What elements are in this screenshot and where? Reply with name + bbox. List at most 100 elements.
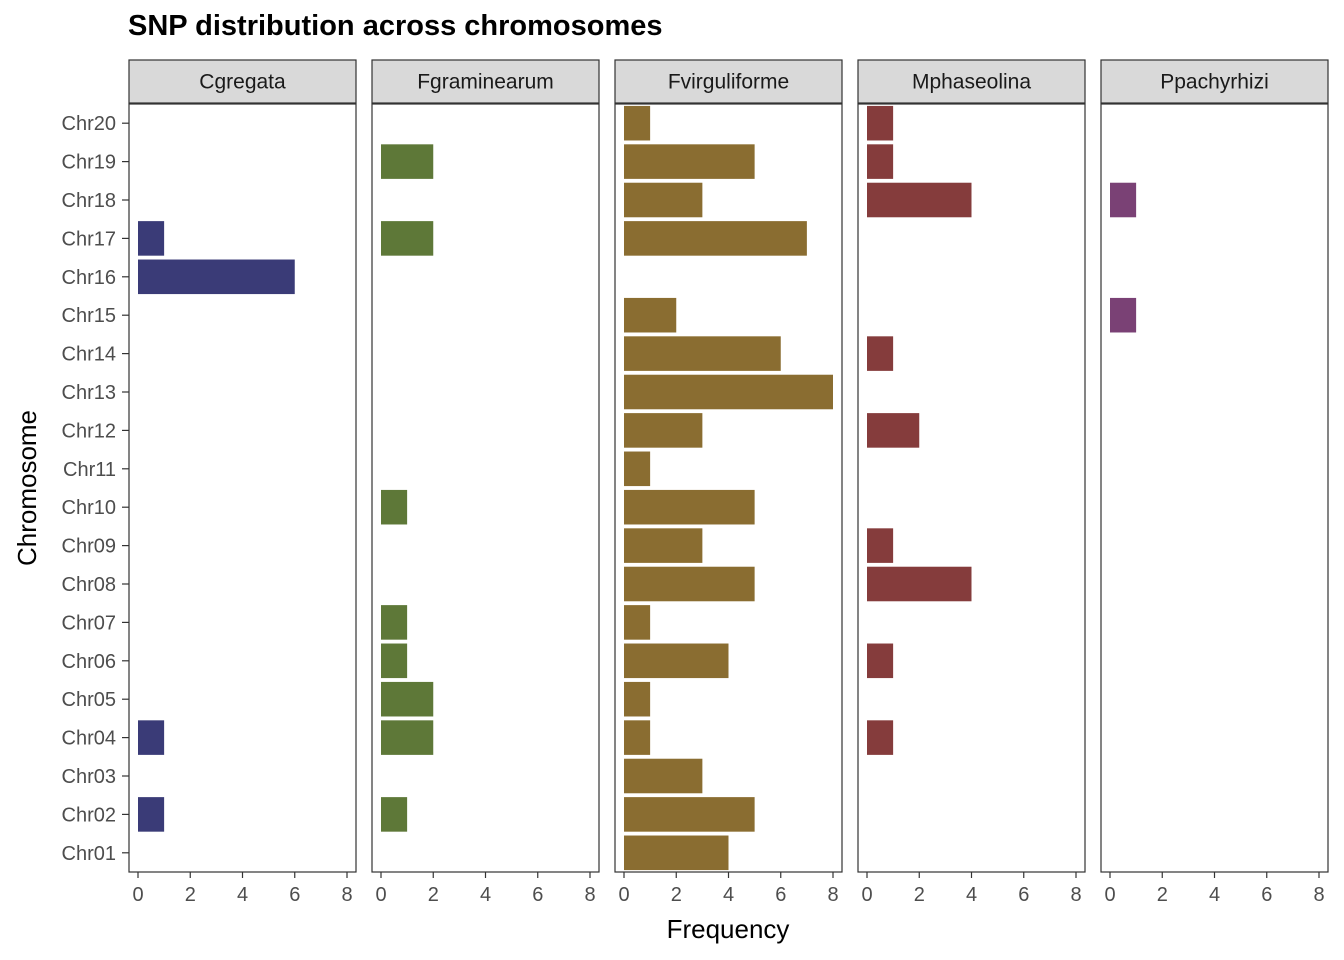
bar-fvirguliforme-chr17 (624, 221, 807, 256)
x-tick-label: 6 (1018, 884, 1029, 906)
bar-fvirguliforme-chr10 (624, 489, 755, 525)
y-tick-label-chr14: Chr14 (62, 344, 116, 366)
x-tick-label: 4 (1209, 884, 1220, 906)
facet-fgraminearum: Fgraminearum 0 2 4 6 8 (371, 59, 600, 906)
bar-fvirguliforme-chr13 (624, 374, 833, 410)
bar-mphaseolina-chr14 (867, 336, 894, 371)
y-tick-label-chr01: Chr01 (62, 843, 116, 865)
y-tick-label-chr08: Chr08 (62, 574, 116, 596)
x-tick-label: 2 (914, 884, 925, 906)
x-tick-label: 8 (1313, 884, 1324, 906)
bar-fgraminearum-chr07 (381, 605, 408, 640)
facet-mphaseolina: Mphaseolina 0 2 4 6 8 (857, 59, 1086, 906)
facet-strip-label: Fvirguliforme (668, 71, 789, 94)
bar-mphaseolina-chr19 (867, 144, 894, 179)
bar-fgraminearum-chr06 (381, 643, 408, 679)
x-tick-label: 0 (861, 884, 872, 906)
y-tick-label-chr05: Chr05 (62, 689, 116, 711)
bar-mphaseolina-chr09 (867, 528, 894, 563)
x-tick-label: 2 (428, 884, 439, 906)
facet-strip (371, 59, 600, 104)
bar-fvirguliforme-chr06 (624, 643, 729, 679)
bar-fvirguliforme-chr14 (624, 336, 781, 371)
x-tick-label: 6 (289, 884, 300, 906)
bar-mphaseolina-chr08 (867, 566, 972, 602)
facet-ppachyrhizi: Ppachyrhizi 0 2 4 6 8 (1100, 59, 1329, 906)
x-axis-title: Frequency (667, 914, 790, 944)
bar-fvirguliforme-chr04 (624, 720, 651, 755)
y-axis: Chr01 Chr02 Chr03 Chr04 Chr05 Chr06 Chr07 Chr08… (62, 113, 129, 865)
y-tick-label-chr19: Chr19 (62, 152, 116, 174)
chart-title: SNP distribution across chromosomes (128, 10, 663, 42)
y-tick-label-chr03: Chr03 (62, 766, 116, 788)
y-tick-label-chr13: Chr13 (62, 382, 116, 404)
x-tick-label: 8 (341, 884, 352, 906)
bar-fvirguliforme-chr03 (624, 758, 703, 794)
bar-fvirguliforme-chr20 (624, 105, 651, 141)
y-tick-label-chr16: Chr16 (62, 267, 116, 289)
facet-strip-label: Mphaseolina (912, 71, 1031, 94)
y-axis-title: Chromosome (12, 410, 42, 566)
bar-fgraminearum-chr04 (381, 720, 434, 755)
x-tick-label: 2 (185, 884, 196, 906)
bar-cgregata-chr02 (138, 797, 165, 832)
bar-fvirguliforme-chr01 (624, 835, 729, 871)
bar-mphaseolina-chr18 (867, 182, 972, 218)
y-tick-label-chr20: Chr20 (62, 113, 116, 135)
bar-mphaseolina-chr06 (867, 643, 894, 679)
facet-panel (371, 103, 600, 873)
bar-fvirguliforme-chr19 (624, 144, 755, 179)
facet-strip-label: Fgraminearum (417, 71, 554, 94)
y-tick-label-chr15: Chr15 (62, 305, 116, 327)
bar-ppachyrhizi-chr18 (1110, 182, 1137, 218)
facet-cgregata: Cgregata 0 2 4 6 8 (128, 59, 357, 906)
x-tick-label: 8 (1070, 884, 1081, 906)
facet-strip (857, 59, 1086, 104)
bar-fgraminearum-chr19 (381, 144, 434, 179)
bar-fvirguliforme-chr05 (624, 681, 651, 717)
x-tick-label: 6 (1261, 884, 1272, 906)
x-tick-label: 8 (584, 884, 595, 906)
bar-fvirguliforme-chr08 (624, 566, 755, 602)
facet-panel (857, 103, 1086, 873)
y-tick-label-chr02: Chr02 (62, 804, 116, 826)
facet-panel (128, 103, 357, 873)
x-tick-label: 6 (532, 884, 543, 906)
y-tick-label-chr17: Chr17 (62, 228, 116, 250)
bar-fvirguliforme-chr18 (624, 182, 703, 218)
facet-strip (614, 59, 843, 104)
facet-strip (128, 59, 357, 104)
facet-strip-label: Cgregata (199, 71, 286, 94)
y-tick-label-chr09: Chr09 (62, 536, 116, 558)
bar-mphaseolina-chr20 (867, 105, 894, 141)
bar-fgraminearum-chr05 (381, 681, 434, 717)
x-tick-label: 0 (618, 884, 629, 906)
facet-strip (1100, 59, 1329, 104)
bar-fvirguliforme-chr07 (624, 605, 651, 640)
y-tick-label-chr07: Chr07 (62, 612, 116, 634)
x-tick-label: 4 (723, 884, 734, 906)
y-tick-label-chr12: Chr12 (62, 420, 116, 442)
x-tick-label: 8 (827, 884, 838, 906)
y-tick-label-chr04: Chr04 (62, 728, 116, 750)
bar-cgregata-chr04 (138, 720, 165, 755)
x-tick-label: 4 (237, 884, 248, 906)
bar-cgregata-chr17 (138, 221, 165, 256)
x-tick-label: 6 (775, 884, 786, 906)
bar-mphaseolina-chr12 (867, 413, 920, 448)
facet-strip-label: Ppachyrhizi (1160, 71, 1269, 94)
y-tick-label-chr11: Chr11 (63, 459, 116, 481)
facet-fvirguliforme: Fvirguliforme 0 2 4 6 8 (614, 59, 843, 906)
bar-fgraminearum-chr10 (381, 489, 408, 525)
bar-cgregata-chr16 (138, 259, 295, 295)
bar-fvirguliforme-chr12 (624, 413, 703, 448)
x-tick-label: 4 (966, 884, 977, 906)
bar-mphaseolina-chr04 (867, 720, 894, 755)
bar-fvirguliforme-chr15 (624, 297, 677, 333)
x-tick-label: 0 (132, 884, 143, 906)
bar-fgraminearum-chr17 (381, 221, 434, 256)
x-tick-label: 2 (671, 884, 682, 906)
x-tick-label: 4 (480, 884, 491, 906)
